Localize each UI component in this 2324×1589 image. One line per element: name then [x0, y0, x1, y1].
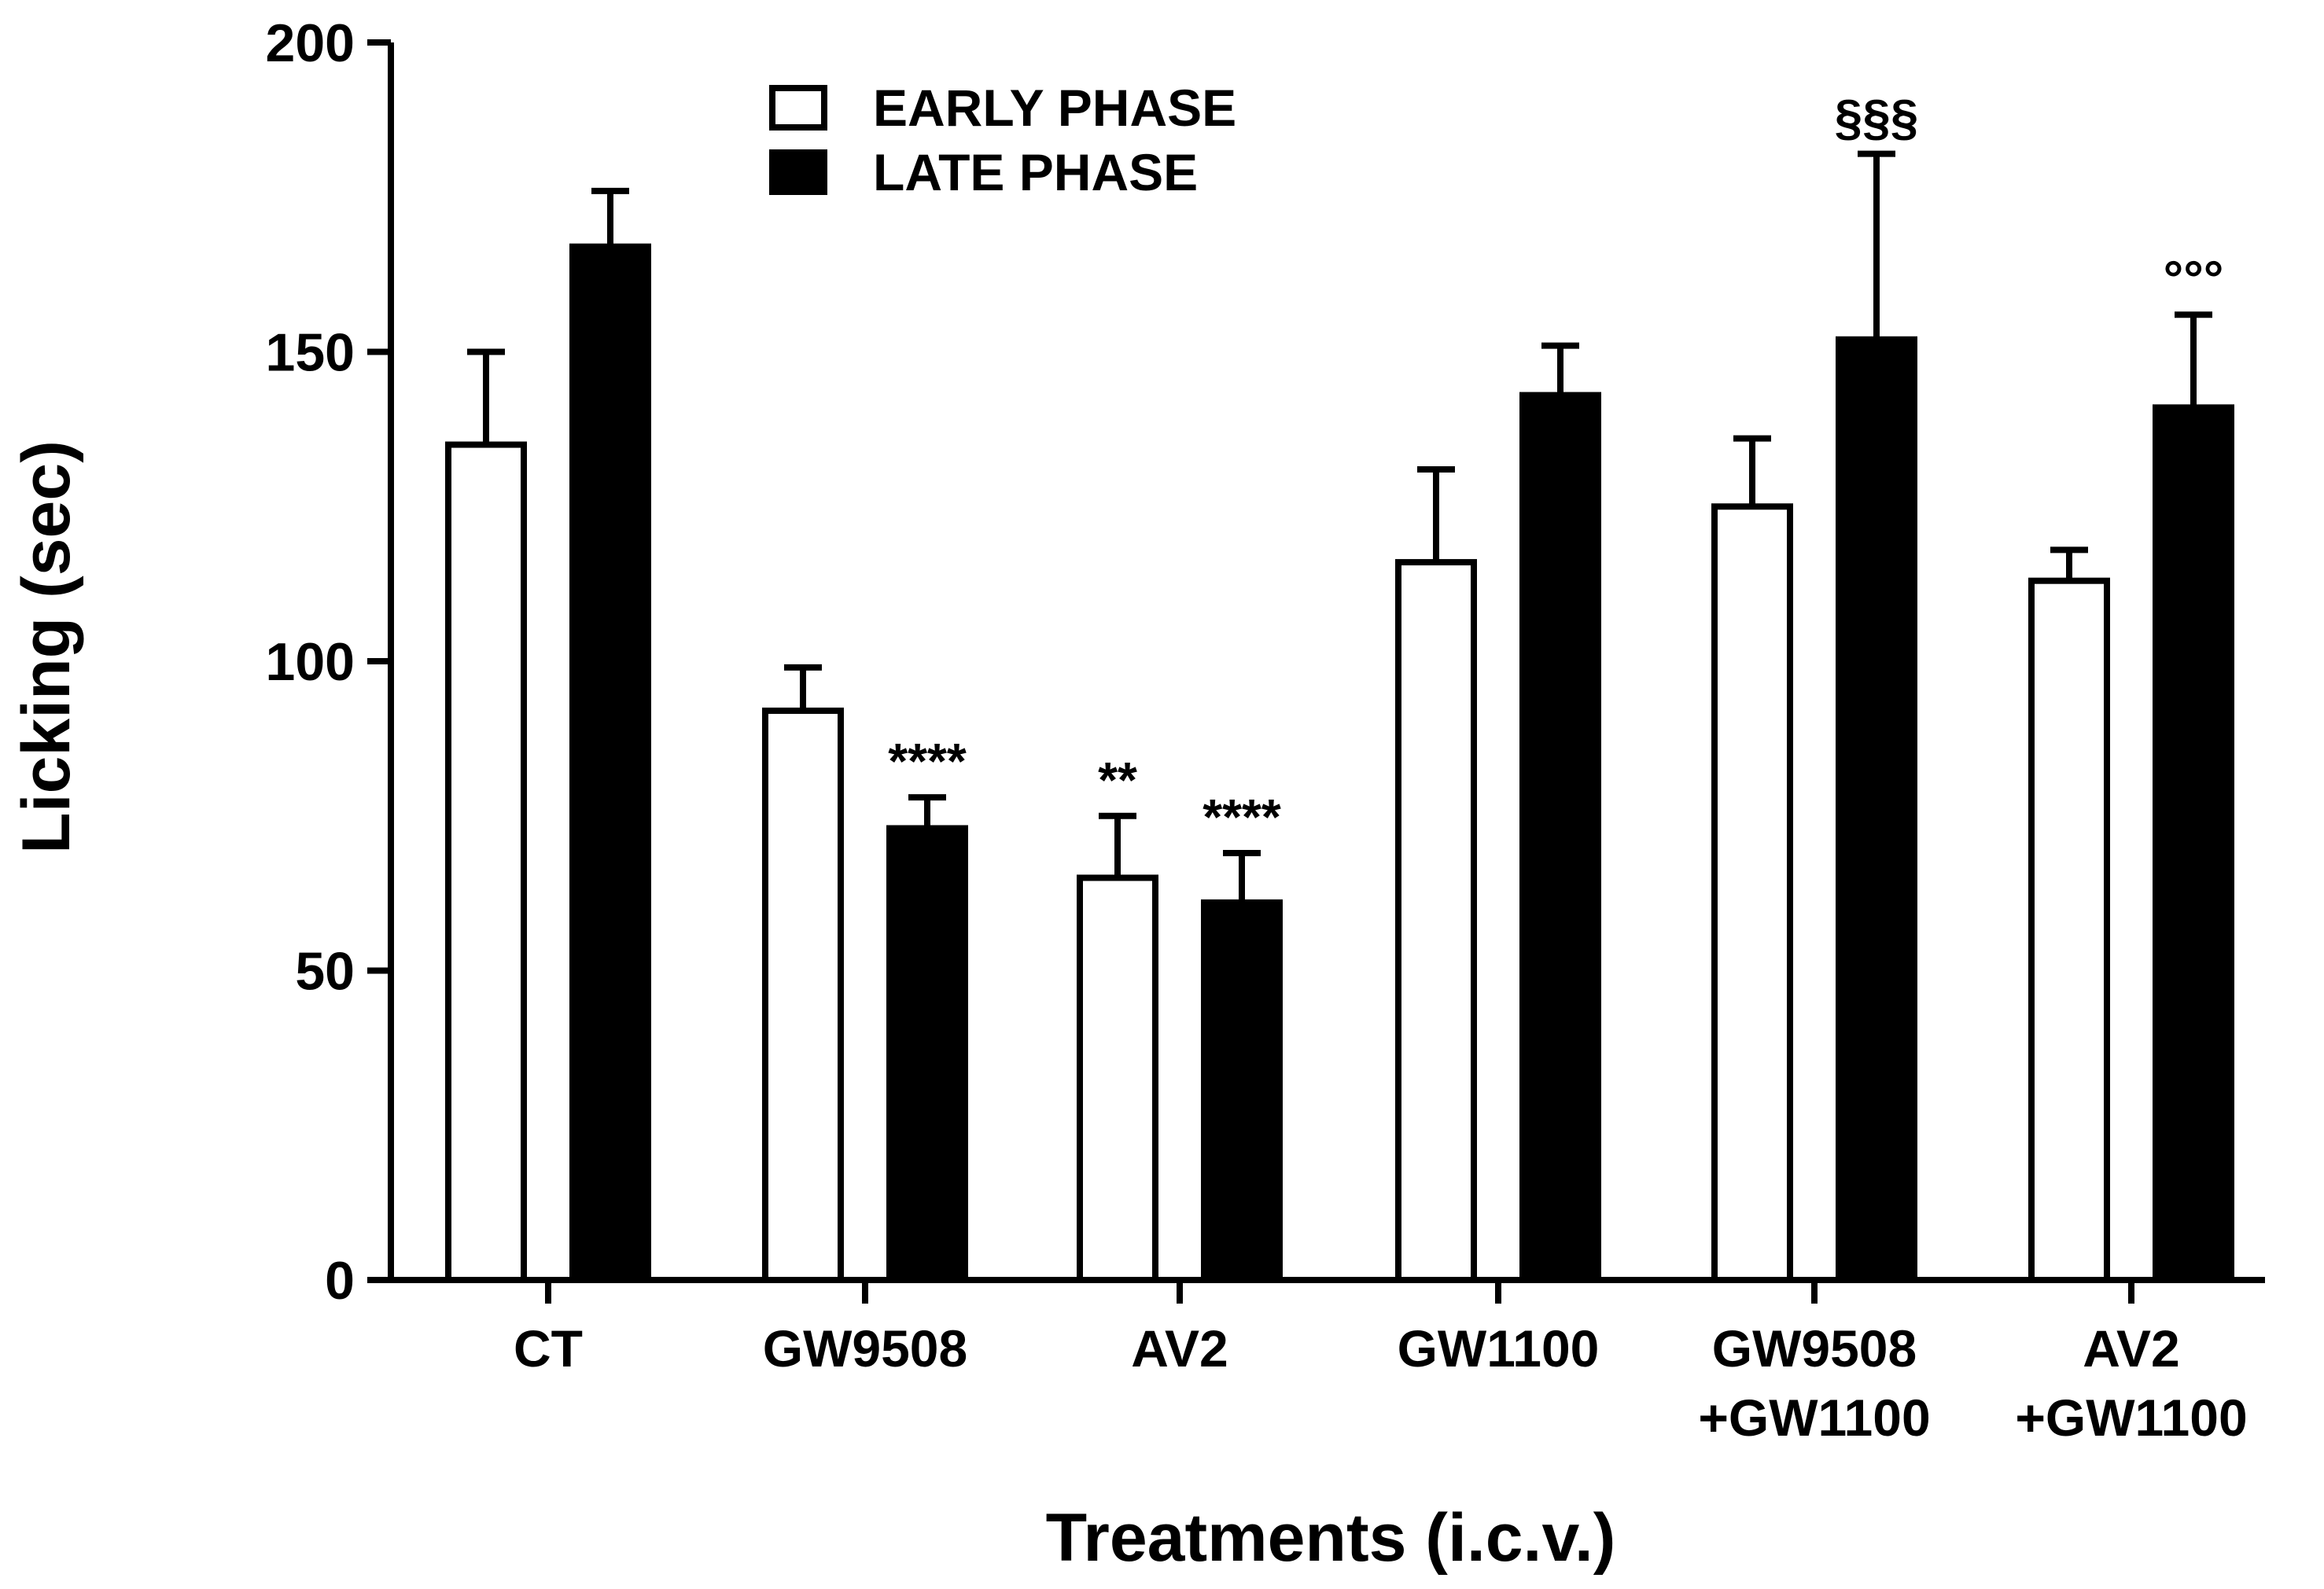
late-phase-bar [2153, 404, 2234, 1284]
y-tick-label: 50 [295, 942, 355, 1002]
early-phase-bar [2028, 577, 2110, 1283]
significance-label: **** [888, 733, 967, 789]
significance-label: °°° [2164, 250, 2224, 307]
x-tick-label: +GW1100 [2015, 1389, 2247, 1447]
bars: **********§§§°°° [445, 90, 2234, 1284]
x-tick-label: GW9508 [763, 1319, 967, 1378]
early-phase-bar [1395, 559, 1477, 1283]
legend: EARLY PHASE LATE PHASE [769, 79, 1236, 201]
y-tick-label: 150 [266, 323, 355, 383]
x-tick-label: +GW1100 [1698, 1389, 1930, 1447]
early-phase-bar [1711, 503, 1793, 1283]
x-axis: CT GW9508 AV2 GW1100 GW9508 +GW1100 AV2 +GW1100 [388, 1277, 2265, 1447]
early-phase-bar [445, 441, 527, 1283]
y-tick-label: 200 [266, 13, 355, 73]
early-phase-bar [1077, 874, 1158, 1283]
late-phase-bar [1201, 899, 1283, 1284]
early-phase-bar [762, 707, 844, 1283]
significance-label: §§§ [1835, 90, 1919, 146]
x-tick-label: GW9508 [1712, 1319, 1917, 1378]
legend-swatch-late [769, 149, 827, 195]
late-phase-bar [1519, 392, 1601, 1284]
x-tick-label: AV2 [2083, 1319, 2180, 1378]
legend-swatch-early [769, 85, 827, 131]
legend-label: EARLY PHASE [873, 79, 1236, 137]
legend-label: LATE PHASE [873, 143, 1198, 201]
y-axis: 0 50 100 150 200 [266, 13, 394, 1311]
late-phase-bar [886, 825, 968, 1283]
significance-label: ** [1098, 752, 1137, 808]
y-axis-title: Licking (sec) [9, 440, 84, 854]
y-tick-label: 0 [325, 1251, 355, 1311]
x-tick-label: AV2 [1131, 1319, 1228, 1378]
x-tick-label: GW1100 [1398, 1319, 1600, 1378]
x-tick-label: CT [514, 1319, 583, 1378]
late-phase-bar [569, 243, 651, 1284]
late-phase-bar [1836, 336, 1917, 1283]
significance-label: **** [1203, 789, 1281, 845]
x-axis-title: Treatments (i.c.v.) [1046, 1500, 1616, 1576]
y-tick-label: 100 [266, 632, 355, 692]
